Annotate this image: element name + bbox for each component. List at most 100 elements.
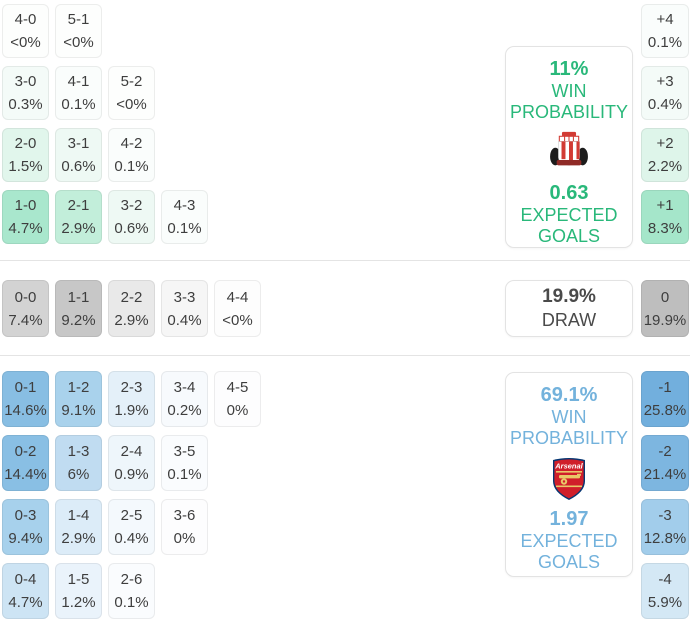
score-cell-value: 3-2 xyxy=(120,197,143,214)
score-cell: 1-3 6% xyxy=(55,435,102,491)
away-win-probability-label: WIN PROBABILITY xyxy=(509,407,629,448)
score-cell-probability: 6% xyxy=(67,466,90,483)
goal-diff-cell-value: -1 xyxy=(658,379,672,396)
score-cell: 3-1 0.6% xyxy=(55,128,102,182)
score-cell-probability: 0.4% xyxy=(167,311,202,329)
goal-diff-away-group: -1 25.8% -2 21.4% -3 12.8% -4 5.9% xyxy=(641,371,689,619)
score-cell: 2-1 2.9% xyxy=(55,190,102,244)
goal-diff-cell-probability: 2.2% xyxy=(647,158,683,175)
score-cell: 2-2 2.9% xyxy=(108,280,155,337)
away-expected-goals-label: EXPECTED GOALS xyxy=(520,531,618,572)
score-cell-value: 4-2 xyxy=(120,135,143,152)
goal-diff-draw-group: 0 19.9% xyxy=(641,280,689,337)
home-expected-goals-value: 0.63 xyxy=(549,182,589,204)
goal-diff-cell-probability: 5.9% xyxy=(647,594,683,611)
score-cell: 4-5 0% xyxy=(214,371,261,427)
goal-diff-cell-value: -3 xyxy=(658,507,672,524)
score-cell-probability: <0% xyxy=(63,34,94,51)
score-cell: 4-3 0.1% xyxy=(161,190,208,244)
score-cell-value: 1-1 xyxy=(67,288,90,306)
score-cell: 0-2 14.4% xyxy=(2,435,49,491)
score-cell-value: 5-1 xyxy=(67,11,90,28)
score-cell: 0-3 9.4% xyxy=(2,499,49,555)
score-cell-value: 3-3 xyxy=(173,288,196,306)
goal-diff-cell-probability: 8.3% xyxy=(647,220,683,237)
score-cell-value: 1-4 xyxy=(67,507,90,524)
goal-diff-home-group: +4 0.1% +3 0.4% +2 2.2% +1 8.3% xyxy=(641,4,689,244)
score-cell: 2-5 0.4% xyxy=(108,499,155,555)
away-win-panel: 69.1% WIN PROBABILITY Arsenal 1.97 EXPEC… xyxy=(505,372,633,577)
score-cell: 0-0 7.4% xyxy=(2,280,49,337)
score-cell: 2-4 0.9% xyxy=(108,435,155,491)
goal-diff-cell-probability: 25.8% xyxy=(643,402,687,419)
score-cell: 0-4 4.7% xyxy=(2,563,49,619)
score-cell-value: 4-1 xyxy=(67,73,90,90)
score-cell: 3-4 0.2% xyxy=(161,371,208,427)
score-cell-value: 3-4 xyxy=(173,379,196,396)
score-cell: 4-2 0.1% xyxy=(108,128,155,182)
score-row: 0-0 7.4% 1-1 9.2% 2-2 2.9% 3-3 0.4% 4-4 <0% xyxy=(2,280,261,337)
score-cell-value: 2-6 xyxy=(120,571,143,588)
score-cell-value: 4-3 xyxy=(173,197,196,214)
score-cell-value: 4-4 xyxy=(226,288,249,306)
goal-diff-cell-probability: 19.9% xyxy=(643,311,687,329)
score-cell-probability: <0% xyxy=(116,96,147,113)
score-cell-probability: 0.3% xyxy=(8,96,43,113)
score-cell-value: 4-5 xyxy=(226,379,249,396)
score-cell-value: 0-1 xyxy=(14,379,37,396)
score-cell-probability: 9.1% xyxy=(61,402,96,419)
score-cell-probability: 2.9% xyxy=(61,220,96,237)
score-cell-value: 1-3 xyxy=(67,443,90,460)
score-cell-value: 2-2 xyxy=(120,288,143,306)
score-cell-value: 2-3 xyxy=(120,379,143,396)
score-cell: 5-2 <0% xyxy=(108,66,155,120)
score-cell: 1-1 9.2% xyxy=(55,280,102,337)
goal-diff-cell-value: +2 xyxy=(656,135,674,152)
score-cell: 0-1 14.6% xyxy=(2,371,49,427)
score-cell-probability: 0.6% xyxy=(61,158,96,175)
score-cell-probability: 4.7% xyxy=(8,594,43,611)
goal-diff-cell-probability: 21.4% xyxy=(643,466,687,483)
score-cell-value: 3-1 xyxy=(67,135,90,152)
score-cell-probability: 9.4% xyxy=(8,530,43,547)
score-cell: 4-4 <0% xyxy=(214,280,261,337)
score-cell: 3-2 0.6% xyxy=(108,190,155,244)
score-row: 1-0 4.7% 2-1 2.9% 3-2 0.6% 4-3 0.1% xyxy=(2,190,208,244)
draw-label: DRAW xyxy=(541,310,597,330)
score-row: 4-0 <0% 5-1 <0% xyxy=(2,4,102,58)
away-expected-goals-value: 1.97 xyxy=(549,508,589,530)
goal-diff-cell-probability: 0.4% xyxy=(647,96,683,113)
away-win-probability-value: 69.1% xyxy=(540,384,598,406)
score-cell-probability: 0.6% xyxy=(114,220,149,237)
score-cell-probability: 4.7% xyxy=(8,220,43,237)
section-divider-bottom xyxy=(0,355,690,356)
goal-diff-cell: -2 21.4% xyxy=(641,435,689,491)
section-divider-top xyxy=(0,260,690,261)
score-cell: 1-2 9.1% xyxy=(55,371,102,427)
score-cell-value: 2-1 xyxy=(67,197,90,214)
score-cell: 4-0 <0% xyxy=(2,4,49,58)
score-cell-value: 1-5 xyxy=(67,571,90,588)
home-win-probability-value: 11% xyxy=(549,58,589,80)
score-row: 0-2 14.4% 1-3 6% 2-4 0.9% 3-5 0.1% xyxy=(2,435,208,491)
score-cell-probability: 0.1% xyxy=(114,594,149,611)
sunderland-crest-icon xyxy=(550,131,588,166)
score-cell-probability: 1.2% xyxy=(61,594,96,611)
score-cell: 1-4 2.9% xyxy=(55,499,102,555)
score-cell-value: 2-4 xyxy=(120,443,143,460)
score-cell-probability: 0.9% xyxy=(114,466,149,483)
goal-diff-cell-value: 0 xyxy=(660,288,670,306)
score-cell: 3-5 0.1% xyxy=(161,435,208,491)
goal-diff-cell: +1 8.3% xyxy=(641,190,689,244)
score-cell-probability: 14.4% xyxy=(4,466,47,483)
score-cell-probability: <0% xyxy=(222,311,253,329)
score-cell: 3-3 0.4% xyxy=(161,280,208,337)
score-row: 0-3 9.4% 1-4 2.9% 2-5 0.4% 3-6 0% xyxy=(2,499,208,555)
score-row: 0-1 14.6% 1-2 9.1% 2-3 1.9% 3-4 0.2% 4-5 0% xyxy=(2,371,261,427)
score-row: 3-0 0.3% 4-1 0.1% 5-2 <0% xyxy=(2,66,155,120)
goal-diff-cell-value: +3 xyxy=(656,73,674,90)
goal-diff-cell-value: -4 xyxy=(658,571,672,588)
goal-diff-cell: +4 0.1% xyxy=(641,4,689,58)
arsenal-crest-icon: Arsenal xyxy=(553,458,585,500)
